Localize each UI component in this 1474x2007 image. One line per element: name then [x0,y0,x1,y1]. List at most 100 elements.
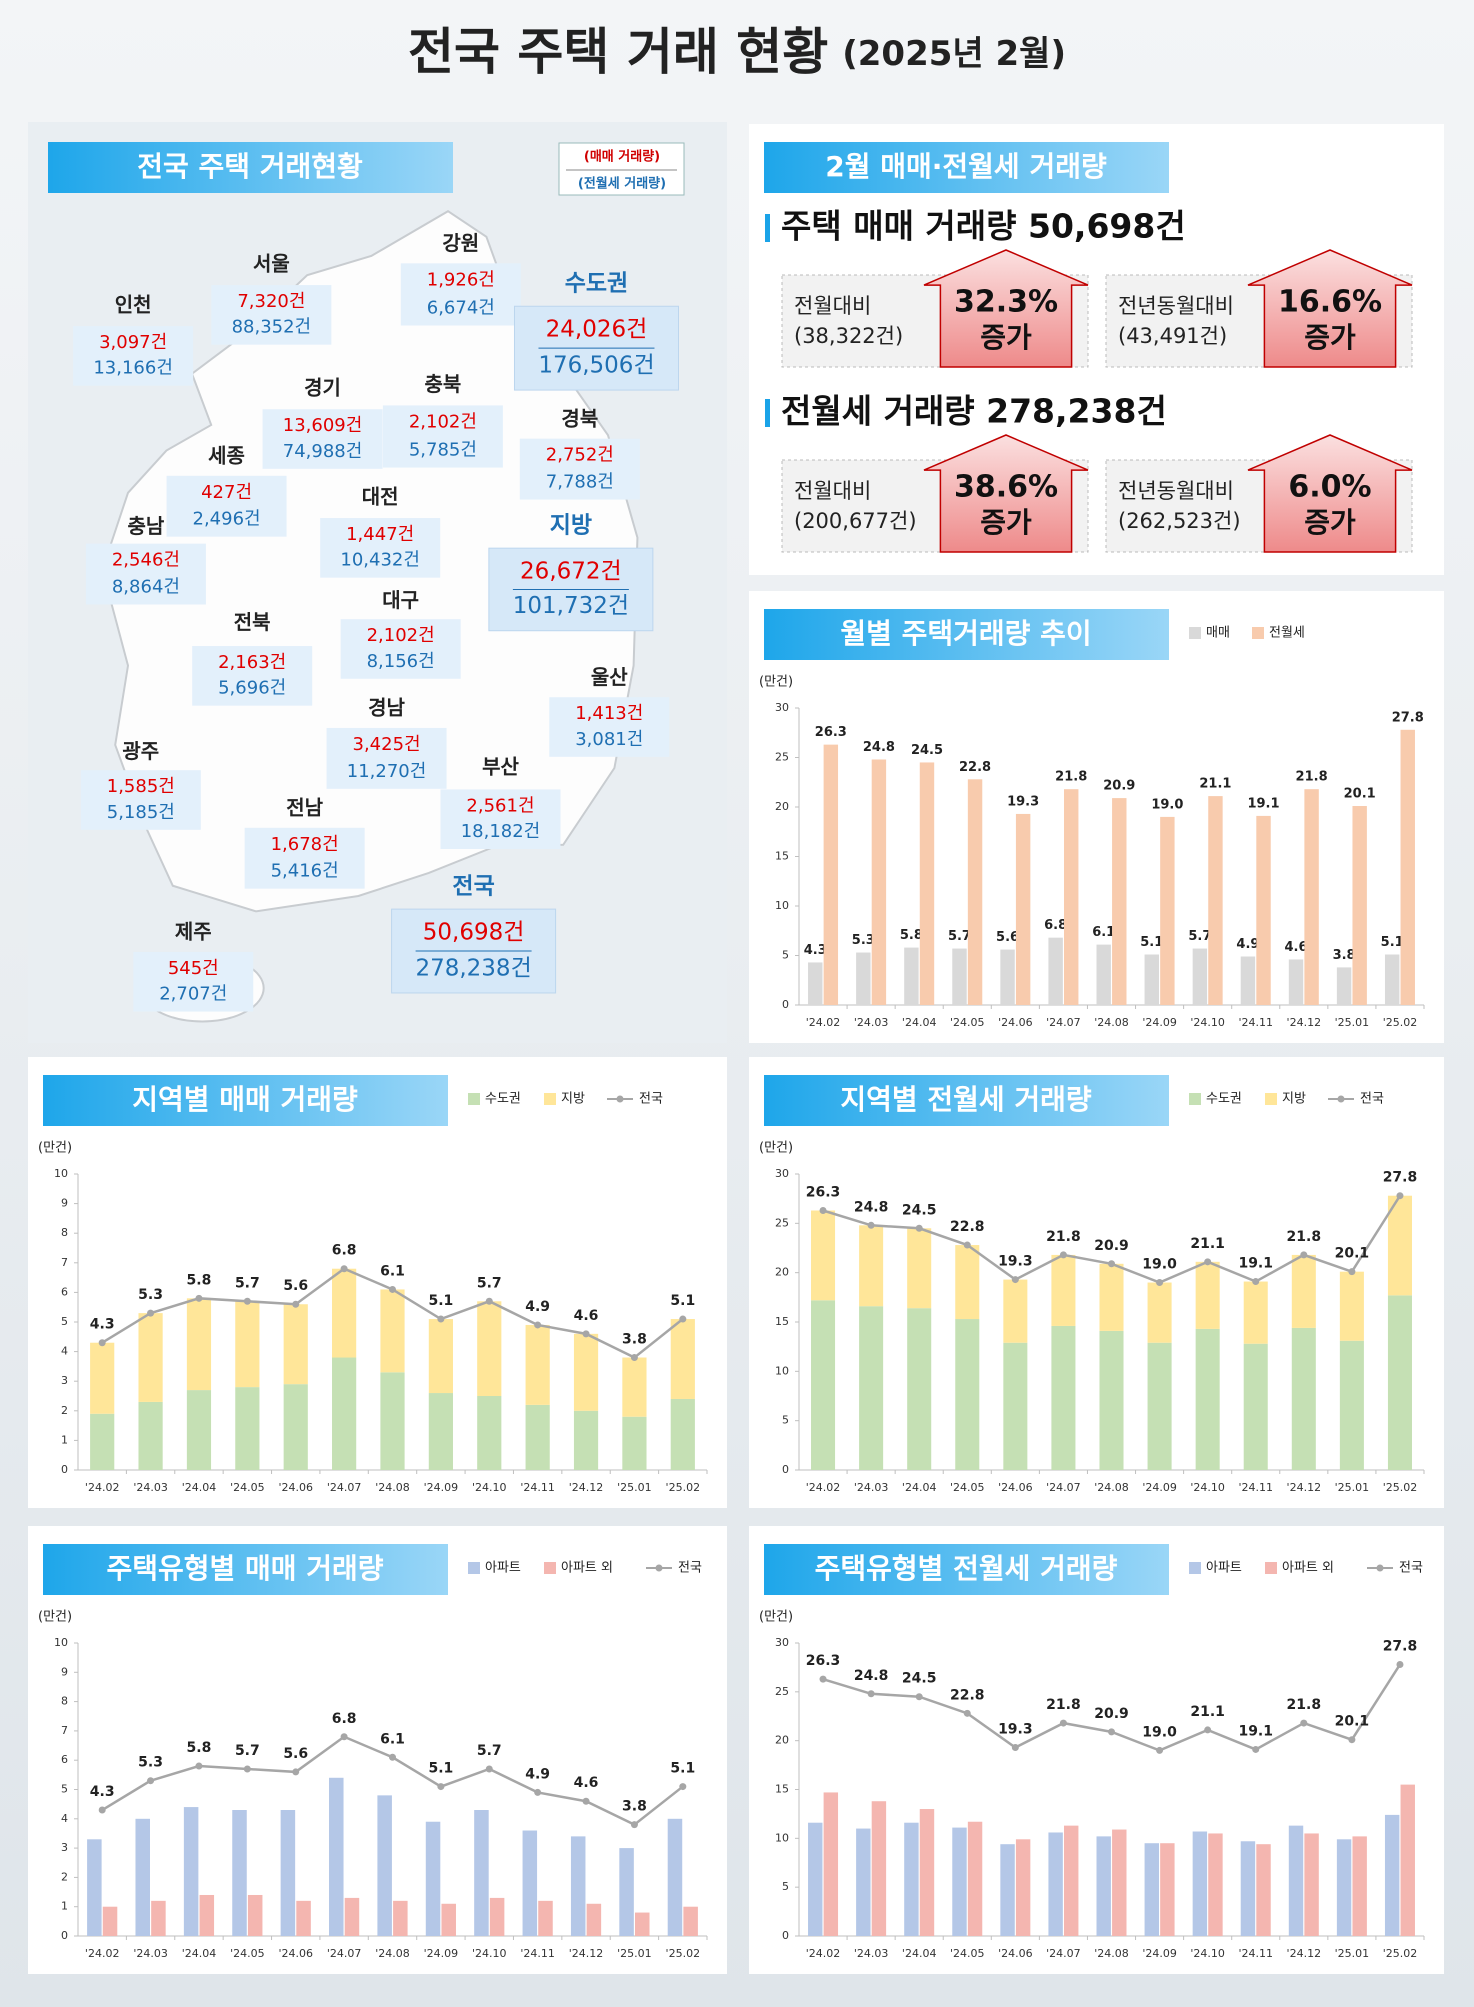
y-tick-label: 6 [61,1285,68,1298]
x-tick-label: '24.02 [85,1947,120,1960]
data-label: 3.8 [622,1332,647,1348]
data-label: 4.3 [90,1317,115,1333]
bar [856,952,871,1005]
heading-bar [765,214,770,242]
y-tick-label: 10 [775,1364,789,1377]
data-label: 20.1 [1335,1714,1370,1730]
region-sale: 545건 [168,958,219,979]
region-rent: 5,696건 [218,678,286,699]
line-marker [485,1297,493,1305]
y-tick-label: 25 [775,751,789,764]
line-marker [1011,1276,1019,1284]
y-tick-label: 15 [775,850,789,863]
region-rent: 2,496건 [193,509,261,530]
bar [1003,1342,1028,1470]
region-name: 서울 [253,251,290,275]
line-marker [485,1765,493,1773]
bar [1384,1814,1400,1936]
y-tick-label: 9 [61,1665,68,1678]
data-label: 24.8 [863,740,895,755]
bar [667,1818,683,1936]
bar [1256,1844,1271,1936]
total-name: 수도권 [565,271,628,297]
data-label: 4.3 [804,943,827,958]
bar [138,1313,163,1402]
region-rent: 18,182건 [461,821,541,842]
line-marker [1059,1251,1067,1259]
bar [967,779,983,1005]
region-name: 충북 [424,372,461,396]
bar [186,1298,212,1391]
x-tick-label: '24.11 [1238,1481,1273,1494]
legend-label: 아파트 [1206,1561,1242,1576]
comparison-base: (262,523건) [1118,509,1241,533]
bar [1144,1843,1159,1936]
bar [1048,1832,1063,1936]
data-label: 21.8 [1287,1229,1322,1245]
x-tick-label: '24.02 [806,1947,841,1960]
data-label: 5.1 [670,1293,695,1309]
region-name: 울산 [591,665,628,689]
region-sale: 427건 [201,482,252,503]
y-tick-label: 3 [61,1374,68,1387]
bar [283,1384,308,1470]
bar [332,1268,357,1358]
total-sale: 26,672건 [520,559,622,585]
region-rent: 11,270건 [347,761,427,782]
data-label: 21.8 [1046,1697,1081,1713]
y-tick-label: 30 [775,1167,789,1180]
increase-arrow [1247,434,1413,553]
line-marker [1204,1258,1212,1266]
line-marker [243,1297,251,1305]
bar [1336,1839,1352,1936]
y-tick-label: 1 [61,1900,68,1913]
legend-label: 전국 [639,1092,663,1107]
legend-marker [655,1564,663,1572]
comparison-base: (38,322건) [794,324,903,348]
data-label: 6.8 [1044,918,1067,933]
data-label: 5.1 [1140,935,1163,950]
legend-marker [1337,1095,1345,1103]
bar [296,1900,311,1936]
y-tick-label: 7 [61,1724,68,1737]
summary-title: 2월 매매·전월세 거래량 [825,150,1107,183]
bar [683,1906,698,1936]
bar [1147,1342,1172,1470]
map-title: 전국 주택 거래현황 [137,150,363,183]
bar [808,1822,823,1936]
y-tick-label: 2 [61,1404,68,1417]
x-tick-label: '24.10 [472,1481,507,1494]
chart-title: 주택유형별 매매 거래량 [106,1552,383,1585]
region-rent: 74,988건 [283,441,363,462]
bar [1112,1829,1127,1936]
increase-arrow [923,434,1089,553]
bar [87,1839,102,1936]
x-tick-label: '24.08 [1094,1481,1129,1494]
total-name: 전국 [452,874,494,900]
data-label: 4.9 [525,1766,550,1782]
region-box [320,518,441,578]
line-marker [1156,1746,1164,1754]
bar [1051,1325,1076,1470]
y-tick-label: 10 [54,1167,68,1180]
bar [573,1410,599,1470]
data-label: 4.6 [574,1308,599,1324]
bar [952,1827,967,1936]
data-label: 22.8 [950,1687,985,1703]
x-tick-label: '24.08 [375,1481,410,1494]
region-name: 부산 [482,755,519,779]
bar [670,1398,695,1470]
bar [1288,959,1304,1005]
bar [907,1308,932,1470]
region-sale: 1,678건 [271,834,339,855]
region-box [211,285,332,345]
bar [525,1324,550,1405]
bar [1288,1825,1304,1936]
line-marker [1059,1719,1067,1727]
page-title-main: 전국 주택 거래 현황 [408,23,828,81]
bar [955,1319,980,1470]
legend-label: 전국 [1399,1561,1423,1576]
map-legend-sale: (매매 거래량) [584,150,660,165]
bar [811,1300,836,1470]
